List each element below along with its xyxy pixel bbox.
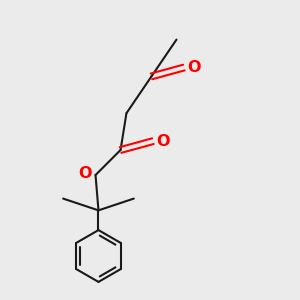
Text: O: O xyxy=(79,166,92,181)
Text: O: O xyxy=(188,60,201,75)
Text: O: O xyxy=(157,134,170,149)
